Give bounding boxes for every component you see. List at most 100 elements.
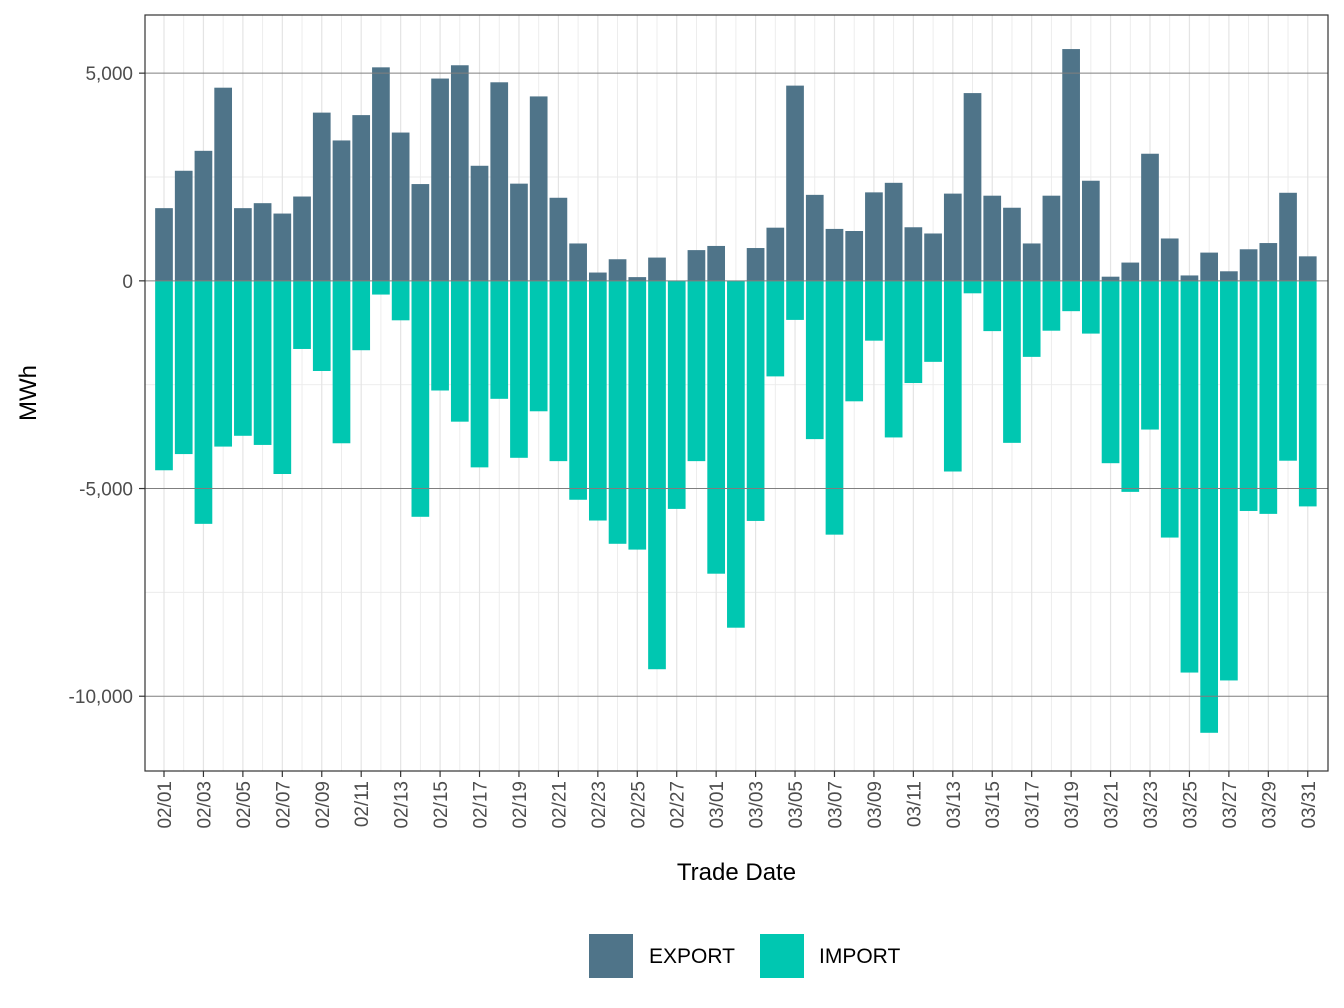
export-bar <box>766 227 785 281</box>
export-bar <box>884 182 903 281</box>
x-tick-label: 02/15 <box>431 781 452 829</box>
import-bar <box>214 280 233 447</box>
import-bar <box>1298 280 1317 507</box>
export-bar <box>1279 192 1297 281</box>
import-bar <box>391 280 410 321</box>
import-bar <box>628 280 647 550</box>
export-bar <box>1239 249 1258 281</box>
import-bar <box>194 280 213 524</box>
import-bar <box>174 280 193 455</box>
export-bar <box>352 115 371 281</box>
x-tick-label: 02/25 <box>628 781 649 829</box>
export-bar <box>963 93 982 281</box>
import-bar <box>372 280 390 295</box>
x-tick-label: 02/05 <box>234 781 255 829</box>
import-bar <box>155 280 173 471</box>
import-bar <box>963 280 982 294</box>
y-axis-title: MWh <box>15 365 42 421</box>
x-tick-label: 03/25 <box>1180 781 1201 829</box>
legend-swatch-import <box>760 934 804 978</box>
import-bar <box>786 280 804 320</box>
export-bar <box>1062 49 1080 281</box>
x-tick-label: 03/01 <box>707 781 728 829</box>
import-bar <box>450 280 469 422</box>
export-bar <box>1081 180 1100 281</box>
import-bar <box>1042 280 1061 331</box>
import-bar <box>234 280 252 436</box>
export-bar <box>1022 243 1041 281</box>
export-bar <box>1200 252 1219 281</box>
x-axis-title: Trade Date <box>677 859 796 886</box>
legend-label-import: IMPORT <box>819 945 900 968</box>
x-tick-label: 03/13 <box>944 781 965 829</box>
import-bar <box>865 280 883 341</box>
export-bar <box>707 245 726 281</box>
import-bar <box>529 280 548 412</box>
export-bar <box>312 112 331 281</box>
import-bar <box>746 280 765 521</box>
export-bar <box>1220 271 1238 281</box>
x-tick-label: 02/23 <box>589 781 610 829</box>
import-bar <box>805 280 824 440</box>
export-bar <box>450 65 469 281</box>
export-bar <box>924 233 942 281</box>
plot-panel-border <box>144 14 1329 772</box>
export-bar <box>470 165 489 281</box>
y-tick-label: 0 <box>122 272 133 293</box>
import-bar <box>1081 280 1100 334</box>
x-tick-label: 02/13 <box>392 781 413 829</box>
import-bar <box>1062 280 1080 312</box>
x-tick-label: 02/01 <box>155 781 176 829</box>
export-bar <box>1121 262 1140 281</box>
x-axis: 02/01 02/03 02/05 02/07 02/09 02/11 02/13 02/15… <box>155 771 1320 829</box>
import-bar <box>1259 280 1278 514</box>
x-tick-label: 03/03 <box>747 781 768 829</box>
export-bar <box>904 227 923 281</box>
x-tick-label: 03/21 <box>1102 781 1123 829</box>
export-bar <box>648 257 666 281</box>
import-bar <box>588 280 607 521</box>
y-axis: 5,000 0 -5,000 -10,000 <box>69 64 145 708</box>
x-tick-label: 03/19 <box>1062 781 1083 829</box>
export-bar <box>1003 207 1021 281</box>
export-bar <box>943 193 962 281</box>
x-tick-label: 03/27 <box>1220 781 1241 829</box>
x-tick-label: 03/11 <box>904 781 925 827</box>
export-bar <box>1101 276 1120 281</box>
export-bar <box>786 85 804 281</box>
import-bar <box>845 280 864 402</box>
export-bar <box>194 150 213 281</box>
export-bar <box>273 213 292 281</box>
export-bar <box>431 78 449 281</box>
import-bar <box>667 280 686 509</box>
x-tick-label: 02/11 <box>352 781 373 827</box>
x-tick-label: 02/07 <box>273 781 294 829</box>
import-bar <box>332 280 351 444</box>
import-bar <box>352 280 371 351</box>
export-bar <box>1298 256 1317 281</box>
export-bar <box>234 208 252 281</box>
x-tick-label: 03/31 <box>1299 781 1320 829</box>
export-bar <box>569 243 587 281</box>
export-bar <box>687 250 706 281</box>
x-tick-label: 02/27 <box>668 781 689 829</box>
export-bar <box>391 132 410 281</box>
export-bar <box>1141 153 1159 281</box>
legend: EXPORT IMPORT <box>589 934 900 978</box>
export-bar <box>490 82 509 281</box>
x-tick-label: 03/15 <box>983 781 1004 829</box>
import-bar <box>569 280 587 500</box>
y-tick-label: -10,000 <box>69 687 133 708</box>
import-bar <box>1220 280 1238 681</box>
x-tick-label: 03/29 <box>1259 781 1280 829</box>
export-bar <box>529 96 548 281</box>
import-bar <box>1279 280 1297 461</box>
export-bar <box>865 192 883 281</box>
import-bar <box>884 280 903 438</box>
import-bar <box>312 280 331 371</box>
export-bar <box>372 67 390 281</box>
import-bar <box>983 280 1002 332</box>
import-bar <box>943 280 962 472</box>
